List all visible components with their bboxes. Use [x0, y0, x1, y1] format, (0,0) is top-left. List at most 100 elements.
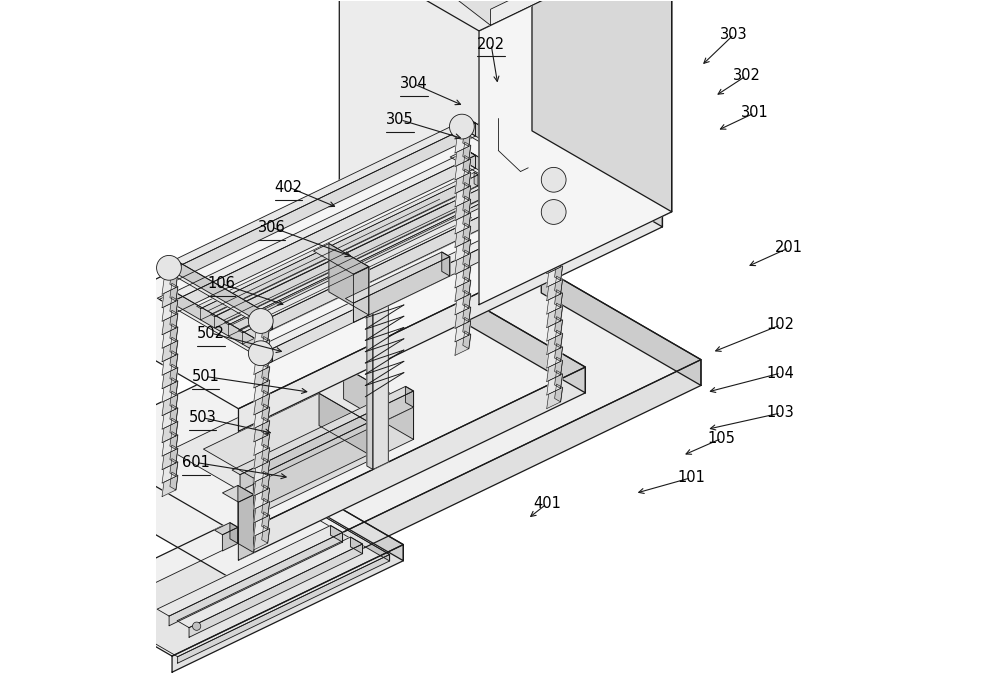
Polygon shape	[406, 386, 413, 407]
Polygon shape	[455, 132, 471, 153]
Polygon shape	[197, 173, 478, 309]
Polygon shape	[463, 142, 471, 160]
Polygon shape	[170, 364, 178, 382]
Polygon shape	[170, 472, 178, 490]
Polygon shape	[455, 307, 471, 328]
Text: 201: 201	[775, 240, 803, 255]
Text: 502: 502	[197, 325, 225, 341]
Polygon shape	[170, 391, 178, 409]
Polygon shape	[532, 0, 672, 211]
Polygon shape	[238, 486, 254, 553]
Polygon shape	[344, 367, 413, 439]
Polygon shape	[262, 525, 270, 543]
Polygon shape	[463, 250, 471, 268]
Text: 503: 503	[189, 410, 217, 425]
Polygon shape	[455, 267, 471, 288]
Circle shape	[248, 309, 273, 333]
Polygon shape	[455, 159, 471, 180]
Polygon shape	[254, 367, 270, 388]
Polygon shape	[353, 267, 369, 323]
Polygon shape	[262, 458, 270, 475]
Text: 303: 303	[720, 27, 748, 42]
Polygon shape	[262, 498, 270, 516]
Polygon shape	[468, 151, 476, 168]
Polygon shape	[167, 155, 476, 317]
Polygon shape	[463, 223, 471, 240]
Polygon shape	[541, 267, 701, 386]
Polygon shape	[162, 314, 178, 334]
Circle shape	[193, 622, 201, 630]
Polygon shape	[254, 502, 270, 523]
Polygon shape	[262, 390, 270, 408]
Polygon shape	[450, 149, 565, 215]
Polygon shape	[254, 489, 270, 509]
Polygon shape	[232, 386, 413, 475]
Polygon shape	[313, 243, 369, 274]
Polygon shape	[262, 323, 270, 341]
Polygon shape	[555, 276, 563, 294]
Polygon shape	[170, 269, 178, 287]
Polygon shape	[547, 293, 563, 314]
Polygon shape	[254, 407, 270, 428]
Polygon shape	[173, 258, 272, 329]
Polygon shape	[262, 444, 270, 462]
Polygon shape	[555, 384, 563, 402]
Polygon shape	[331, 526, 343, 542]
Polygon shape	[254, 326, 270, 348]
Text: 106: 106	[207, 276, 235, 291]
Polygon shape	[229, 191, 506, 336]
Polygon shape	[463, 317, 471, 335]
Polygon shape	[254, 340, 270, 361]
Polygon shape	[257, 175, 565, 337]
Polygon shape	[450, 117, 565, 182]
Polygon shape	[79, 112, 662, 408]
Polygon shape	[463, 209, 471, 227]
Polygon shape	[262, 404, 270, 422]
Polygon shape	[249, 202, 565, 356]
Polygon shape	[455, 173, 471, 193]
Polygon shape	[555, 357, 563, 375]
Circle shape	[449, 114, 474, 139]
Polygon shape	[172, 545, 403, 672]
Polygon shape	[463, 277, 471, 295]
Polygon shape	[547, 212, 563, 234]
Text: 301: 301	[741, 106, 769, 120]
Polygon shape	[162, 273, 178, 294]
Polygon shape	[201, 175, 478, 320]
Text: 601: 601	[182, 455, 210, 470]
Polygon shape	[243, 199, 520, 344]
Polygon shape	[310, 509, 390, 561]
Polygon shape	[253, 422, 369, 510]
Polygon shape	[262, 417, 270, 435]
Polygon shape	[157, 526, 343, 616]
Polygon shape	[170, 296, 178, 314]
Polygon shape	[555, 223, 563, 240]
Polygon shape	[407, 0, 660, 26]
Polygon shape	[442, 252, 450, 276]
Polygon shape	[262, 363, 270, 381]
Polygon shape	[339, 0, 532, 224]
Polygon shape	[455, 294, 471, 315]
Polygon shape	[254, 421, 270, 442]
Polygon shape	[547, 307, 563, 328]
Polygon shape	[547, 253, 563, 274]
Polygon shape	[162, 475, 178, 497]
Circle shape	[541, 167, 566, 192]
Polygon shape	[367, 305, 373, 469]
Polygon shape	[162, 395, 178, 416]
Polygon shape	[162, 327, 178, 348]
Polygon shape	[254, 515, 270, 536]
Polygon shape	[547, 185, 563, 207]
Polygon shape	[170, 310, 178, 328]
Text: 302: 302	[732, 68, 760, 83]
Text: 202: 202	[477, 37, 505, 52]
Polygon shape	[262, 471, 270, 489]
Text: 306: 306	[258, 220, 285, 235]
Polygon shape	[157, 258, 272, 324]
Polygon shape	[254, 353, 270, 375]
Text: 401: 401	[533, 496, 561, 511]
Polygon shape	[215, 522, 238, 535]
Polygon shape	[170, 367, 413, 491]
Polygon shape	[547, 361, 563, 381]
Polygon shape	[262, 485, 270, 502]
